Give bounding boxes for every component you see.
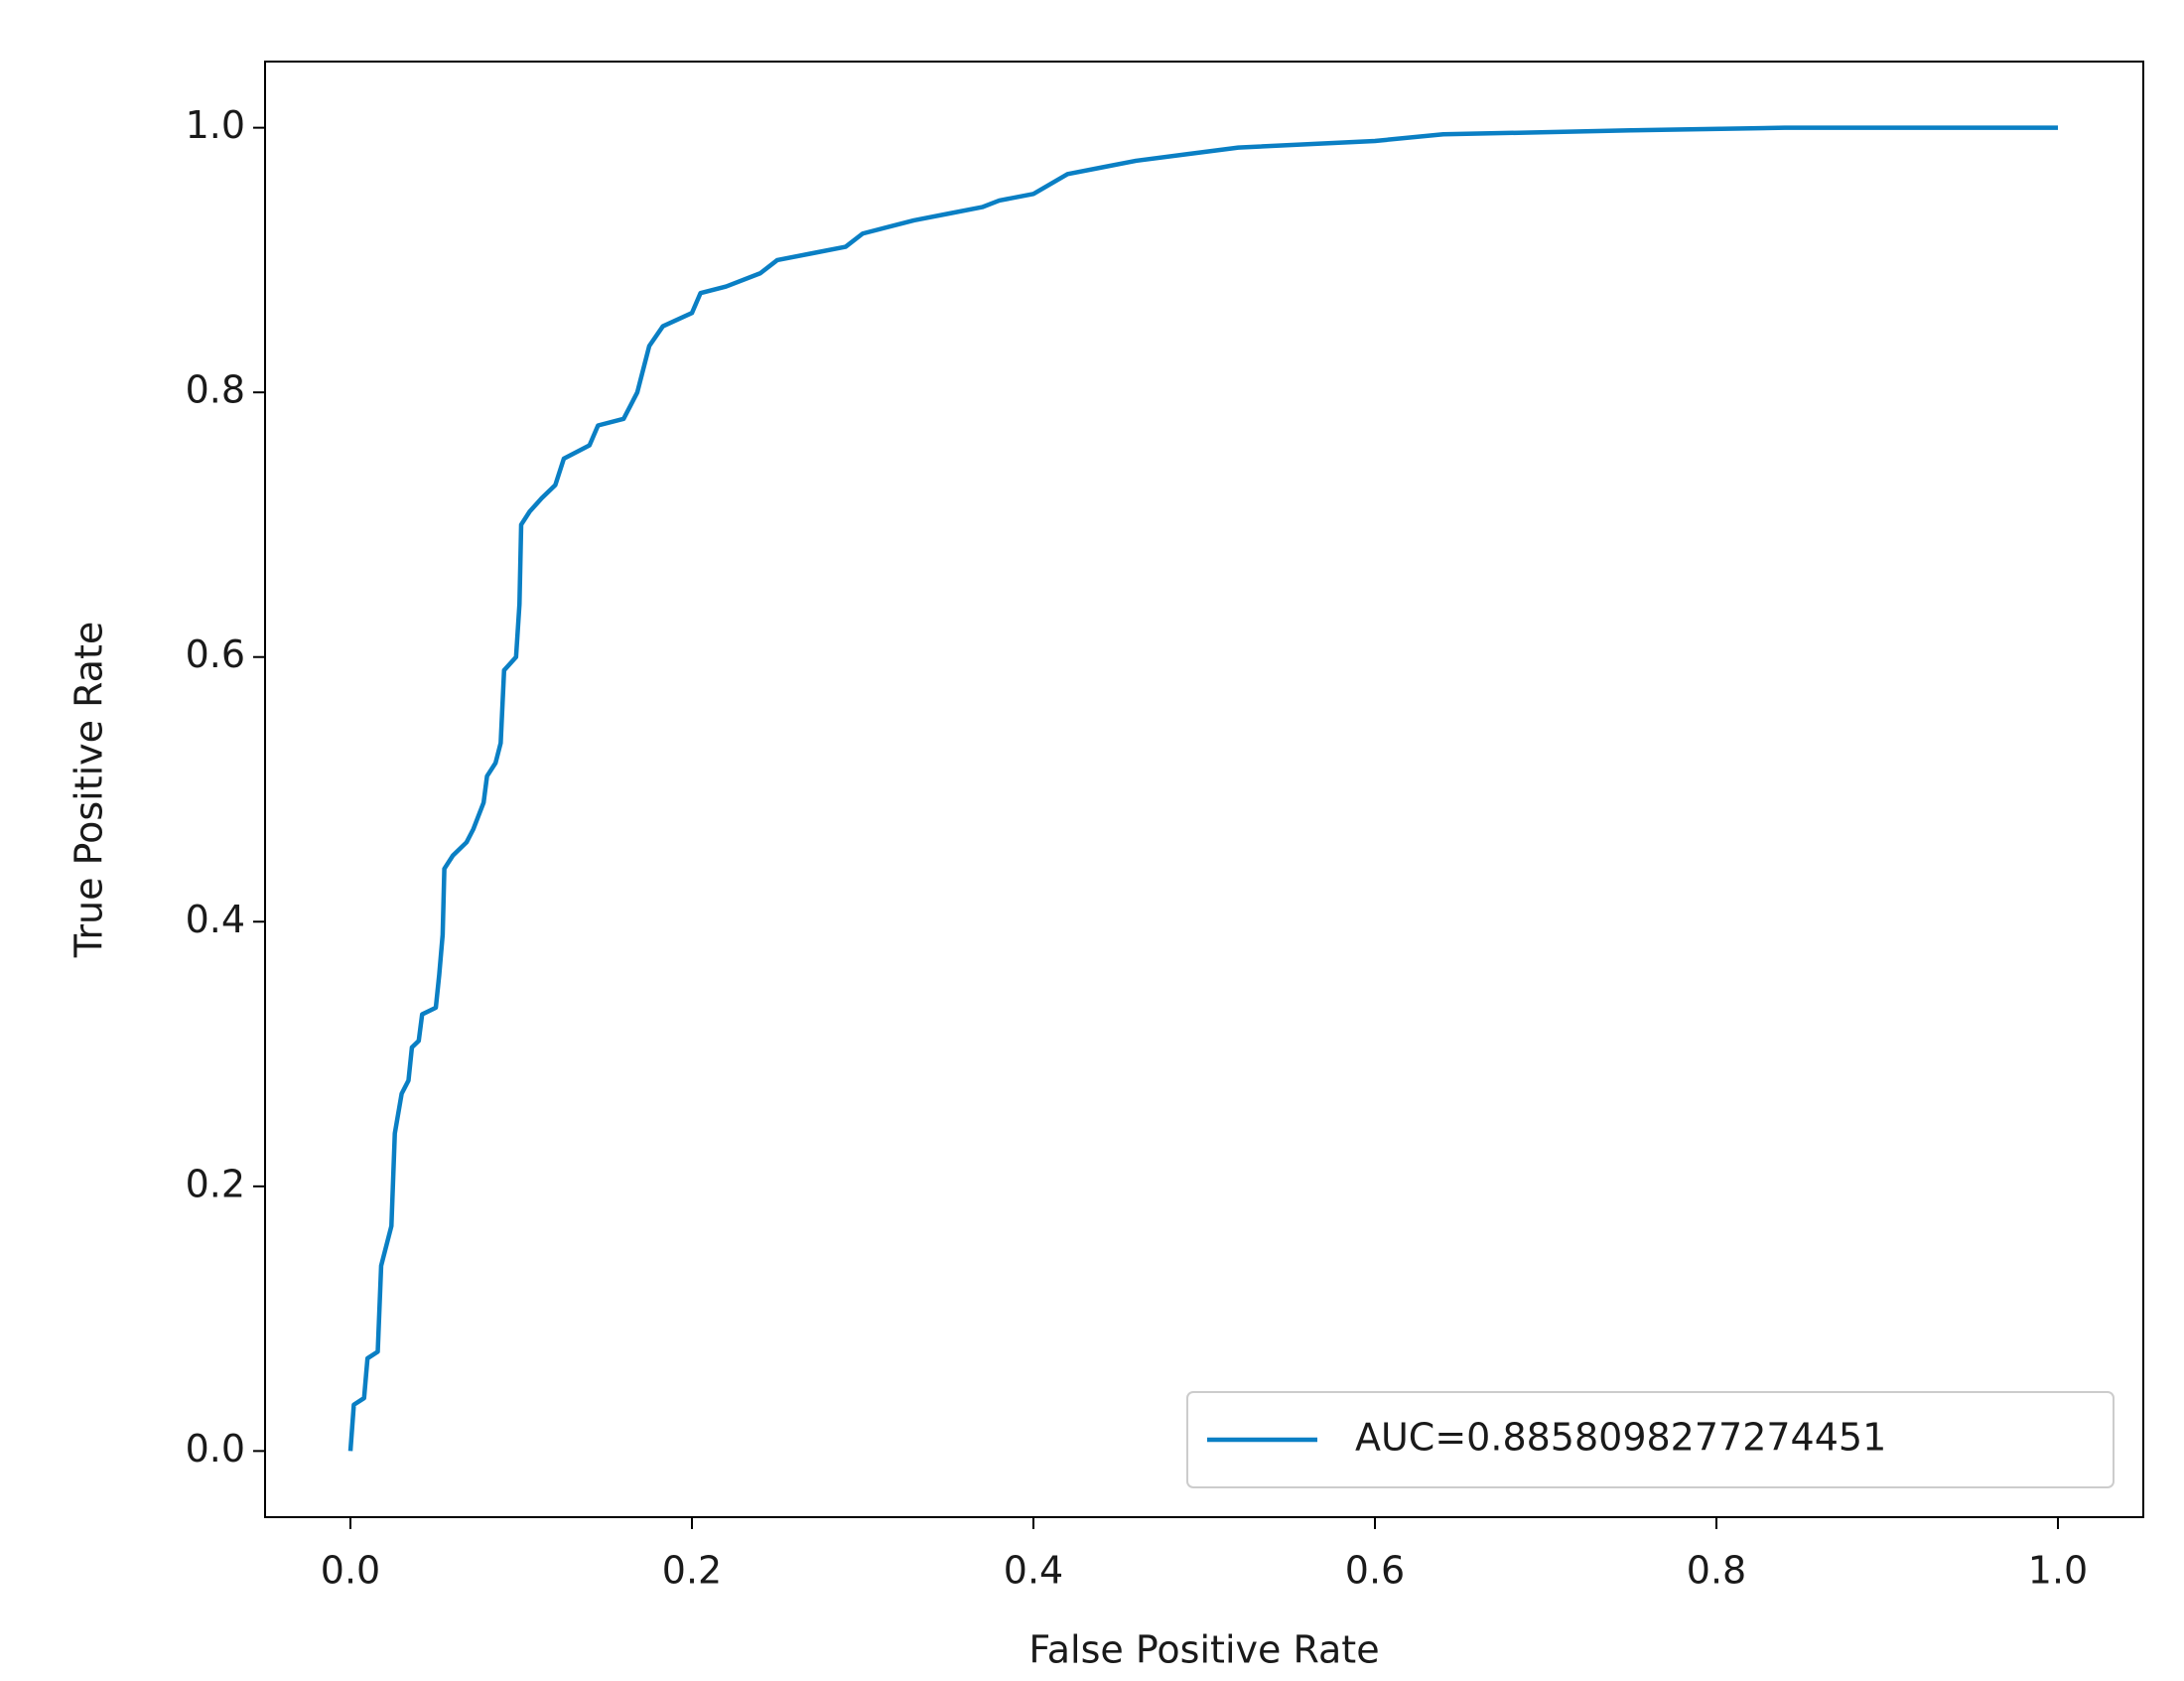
- x-tick-label: 0.6: [1345, 1549, 1405, 1593]
- x-tick-label: 0.8: [1687, 1549, 1746, 1593]
- y-tick-label: 0.8: [186, 368, 245, 412]
- y-tick-label: 0.2: [186, 1162, 245, 1205]
- y-tick-label: 0.6: [186, 632, 245, 676]
- y-tick-label: 0.0: [186, 1427, 245, 1471]
- y-tick-label: 1.0: [186, 103, 245, 147]
- x-tick-label: 1.0: [2028, 1549, 2088, 1593]
- x-tick-label: 0.4: [1004, 1549, 1063, 1593]
- legend-label: AUC=0.8858098277274451: [1355, 1416, 1886, 1460]
- x-axis-label: False Positive Rate: [1028, 1628, 1379, 1672]
- legend-box: [1186, 1391, 2115, 1488]
- x-tick-label: 0.0: [321, 1549, 380, 1593]
- plot-frame: [264, 61, 2144, 1518]
- y-axis-label: True Positive Rate: [68, 622, 111, 959]
- x-tick-label: 0.2: [662, 1549, 722, 1593]
- y-tick-label: 0.4: [186, 898, 245, 941]
- roc-line: [347, 125, 2058, 1452]
